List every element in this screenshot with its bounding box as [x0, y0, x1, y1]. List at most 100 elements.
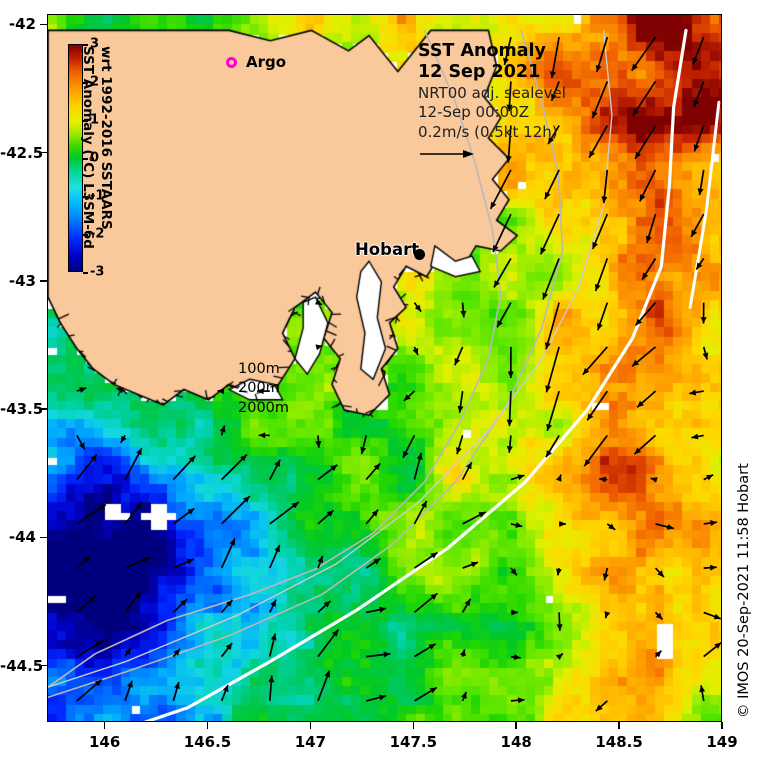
current-vector-arrow [655, 523, 675, 530]
current-vector-arrow [703, 641, 721, 658]
credit-text: © IMOS 20-Sep-2021 11:58 Hobart [736, 463, 752, 718]
current-vector-arrow [365, 694, 387, 702]
map-plot-area[interactable]: Argo SST Anomaly 12 Sep 2021 NRT00 adj. … [47, 14, 722, 722]
current-vector-arrow [317, 555, 324, 569]
colorbar-tick-label: 1 [90, 112, 100, 128]
current-vector-arrow [650, 477, 658, 483]
colorbar-tick [83, 44, 88, 46]
city-marker-hobart [414, 249, 425, 260]
current-vector-arrow [217, 388, 225, 395]
current-vector-arrow [360, 435, 368, 455]
current-vector-arrow [403, 390, 415, 402]
current-vector-arrow [695, 257, 705, 270]
current-vector-arrow [555, 652, 564, 660]
y-axis-tick-label: -42.5 [0, 143, 44, 162]
title-line-1: SST Anomaly [418, 41, 546, 61]
colorbar-tick-label: -2 [90, 226, 105, 242]
current-vector-arrow [631, 36, 657, 72]
current-vector-arrow [460, 649, 466, 657]
current-vector-arrow [549, 36, 560, 79]
current-vector-arrow [119, 434, 127, 444]
current-vector-arrow [317, 509, 335, 525]
colorbar-tick-label: 2 [90, 74, 100, 90]
current-vector-arrow [124, 556, 151, 569]
colorbar-tick-label: -1 [90, 188, 105, 204]
current-vector-arrow [595, 700, 608, 712]
x-axis-tick-label: 146 [88, 733, 121, 751]
y-axis-tick-label: -43 [8, 271, 36, 290]
current-vector-arrow [544, 302, 560, 350]
current-vector-arrow [510, 654, 521, 660]
current-vector-arrow [555, 474, 562, 482]
current-vector-arrow [493, 257, 512, 288]
y-axis-tick [40, 536, 47, 539]
current-vector-arrow [507, 346, 514, 379]
current-vector-arrow [314, 299, 323, 306]
current-vector-arrow [413, 452, 423, 480]
current-vector-arrow [221, 495, 251, 525]
current-vector-arrow [76, 503, 107, 525]
current-vector-arrow [703, 564, 717, 571]
current-vector-arrow [634, 302, 657, 327]
current-vector-arrow [634, 125, 657, 160]
argo-legend: Argo [226, 53, 286, 71]
current-vector-arrow [633, 434, 657, 455]
colorbar-tick [83, 234, 88, 236]
current-vector-arrow [583, 434, 608, 467]
current-vector-arrow [413, 500, 428, 525]
current-vector-arrow [594, 258, 609, 292]
current-vector-arrow [703, 520, 718, 526]
x-axis-tick [618, 722, 620, 729]
current-vector-arrow [702, 346, 709, 360]
current-vector-arrow [269, 501, 300, 525]
current-vector-arrow [76, 595, 97, 614]
current-vector-arrow [489, 169, 512, 210]
y-axis-tick [40, 23, 47, 25]
current-vector-arrow [76, 555, 91, 569]
colorbar-title-line-2: wrt 1992-2016 SSTAARS [98, 46, 114, 230]
current-vector-arrow [693, 125, 705, 152]
depth-label-200m: 200m [238, 380, 280, 397]
depth-contour-legend: 100m 200m 2000m [238, 360, 289, 418]
current-vector-arrow [703, 474, 714, 481]
current-vector-arrow [413, 302, 422, 313]
x-axis-tick-label: 149 [706, 733, 738, 751]
current-vector-arrow [505, 125, 512, 163]
colorbar-tick [83, 158, 88, 160]
current-vector-arrow [703, 611, 721, 620]
current-vector-arrow [269, 544, 281, 569]
current-vector-arrow [315, 344, 323, 351]
y-axis-tick [40, 664, 47, 667]
current-vector-arrow [365, 557, 381, 569]
y-axis-tick [40, 280, 47, 282]
current-vector-arrow [365, 462, 381, 481]
current-vector-arrow [556, 567, 562, 576]
map-overlay-layer [48, 28, 721, 721]
x-axis-tick-label: 146.5 [183, 733, 232, 751]
colorbar-title-line-1: SST Anomaly (°C) L3SM-6d [80, 46, 96, 249]
current-vector-arrow [601, 169, 609, 204]
current-vector-arrow [460, 302, 467, 318]
colorbar-tick [83, 272, 88, 274]
current-vector-arrow [506, 81, 513, 112]
current-vector-arrow [631, 346, 657, 367]
depth-label-2000m: 2000m [238, 399, 290, 416]
current-vector-arrow [173, 558, 195, 569]
current-vector-arrow [116, 387, 126, 394]
current-vector-arrow [496, 302, 512, 328]
current-vector-arrow [402, 435, 416, 459]
current-vector-arrow [591, 213, 609, 250]
current-vector-arrow [654, 611, 664, 621]
current-vector-arrow [692, 36, 705, 65]
y-axis-tick [40, 408, 47, 410]
current-vector-arrow [602, 567, 609, 581]
current-vector-arrow [172, 598, 188, 614]
colorbar [68, 44, 83, 272]
current-vector-arrow [412, 346, 419, 356]
y-axis-tick-label: -42 [8, 15, 36, 34]
current-vector-arrow [550, 81, 560, 102]
current-vector-arrow [172, 507, 196, 525]
current-vector-arrow [365, 509, 379, 525]
current-vector-arrow [220, 642, 233, 658]
